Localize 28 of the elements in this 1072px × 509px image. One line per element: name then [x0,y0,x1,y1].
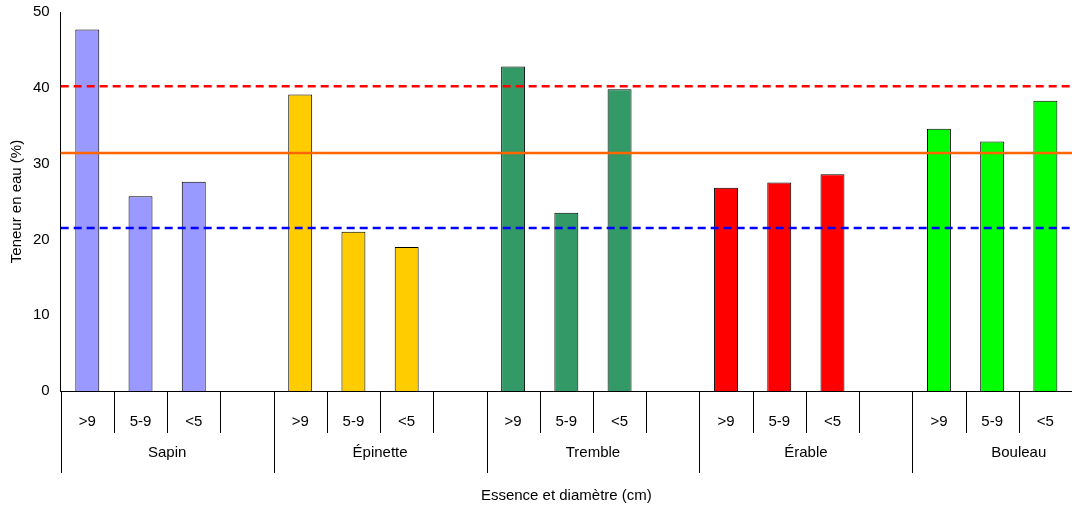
x-tick-label: <5 [398,412,416,430]
y-tick-label: 40 [33,77,50,95]
x-tick-label: <5 [185,412,203,430]
y-tick-label: 10 [33,305,50,323]
x-tick-label: 5-9 [555,412,578,430]
y-tick-label: 0 [41,381,50,399]
text: Épinette [352,443,408,461]
x-tick-label: >9 [717,412,735,430]
x-tick-label: >9 [504,412,522,430]
x-tick-label: >9 [291,412,309,430]
x-tick-label: 5-9 [342,412,365,430]
text: Érable [784,443,828,461]
y-tick-label: 50 [33,2,50,20]
x-tick-label: >9 [78,412,96,430]
text: Sapin [147,443,187,461]
y-axis-title: Teneur en eau (%) [7,139,25,264]
x-tick-label: 5-9 [129,412,152,430]
x-axis-title: Essence et diamètre (cm) [480,486,652,504]
text: Tremble [565,443,621,461]
y-tick-label: 30 [33,153,50,171]
text: Bouleau [991,443,1047,461]
x-tick-label: 5-9 [981,412,1003,430]
x-tick-label: >9 [930,412,948,430]
x-tick-label: 5-9 [768,412,791,430]
x-tick-label: <5 [823,412,842,430]
x-tick-label: <5 [1036,412,1054,430]
y-tick-label: 20 [33,229,50,247]
x-tick-label: <5 [611,412,629,430]
